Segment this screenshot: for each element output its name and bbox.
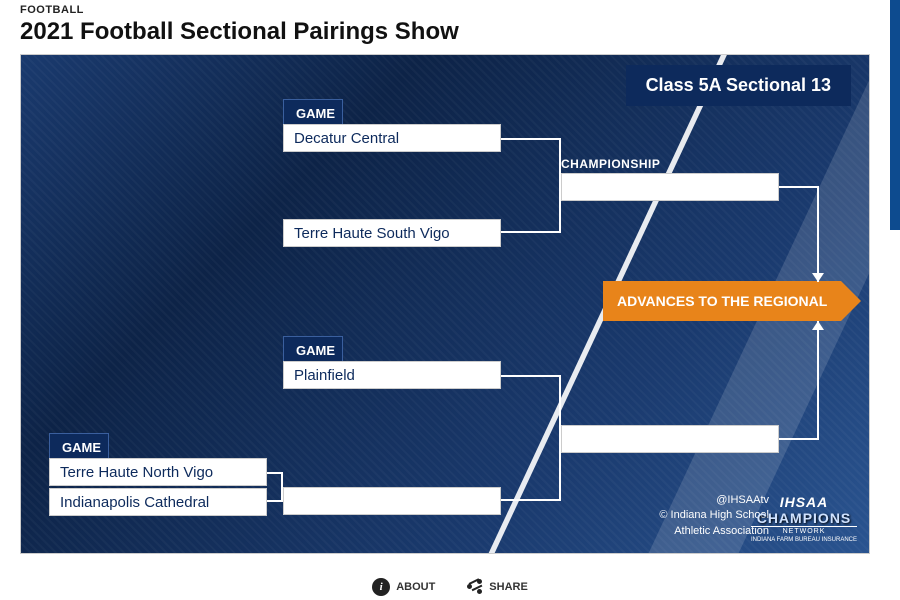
connector <box>501 375 561 501</box>
connector <box>267 472 283 502</box>
game1-team-b: Indianapolis Cathedral <box>49 488 267 516</box>
game1-team-a: Terre Haute North Vigo <box>49 458 267 486</box>
game3-winner-slot <box>283 487 501 515</box>
connector <box>817 186 819 282</box>
side-panel-fragment <box>890 0 900 230</box>
share-button[interactable]: SHARE <box>465 578 528 596</box>
game3-team-a: Plainfield <box>283 361 501 389</box>
connector <box>779 438 819 440</box>
share-label: SHARE <box>489 581 528 593</box>
logo-line1: IHSAA <box>751 494 857 510</box>
semifinal-bottom-slot <box>561 425 779 453</box>
championship-slot <box>561 173 779 201</box>
info-icon: i <box>372 578 390 596</box>
game2-team-b: Terre Haute South Vigo <box>283 219 501 247</box>
page-title: 2021 Football Sectional Pairings Show <box>20 18 880 46</box>
page-header: FOOTBALL 2021 Football Sectional Pairing… <box>0 0 900 54</box>
arrowhead-down-icon <box>812 273 824 282</box>
connector <box>817 321 819 440</box>
connector <box>501 138 561 233</box>
logo-line3: NETWORK <box>751 526 857 535</box>
about-label: ABOUT <box>396 581 435 593</box>
advance-arrow: ADVANCES TO THE REGIONAL <box>603 281 841 321</box>
connector <box>779 186 819 188</box>
game2-team-a: Decatur Central <box>283 124 501 152</box>
logo-line2: CHAMPIONS <box>751 510 857 526</box>
category-label[interactable]: FOOTBALL <box>20 4 880 16</box>
class-badge: Class 5A Sectional 13 <box>626 65 851 106</box>
network-logo: IHSAA CHAMPIONS NETWORK INDIANA FARM BUR… <box>751 494 857 543</box>
bracket-diagram: Class 5A Sectional 13 GAME 1 Terre Haute… <box>20 54 870 554</box>
arrowhead-up-icon <box>812 321 824 330</box>
championship-label: CHAMPIONSHIP <box>561 157 660 171</box>
footer-bar: i ABOUT SHARE <box>0 578 900 596</box>
share-icon <box>465 578 483 596</box>
about-button[interactable]: i ABOUT <box>372 578 435 596</box>
logo-line4: INDIANA FARM BUREAU INSURANCE <box>751 537 857 543</box>
